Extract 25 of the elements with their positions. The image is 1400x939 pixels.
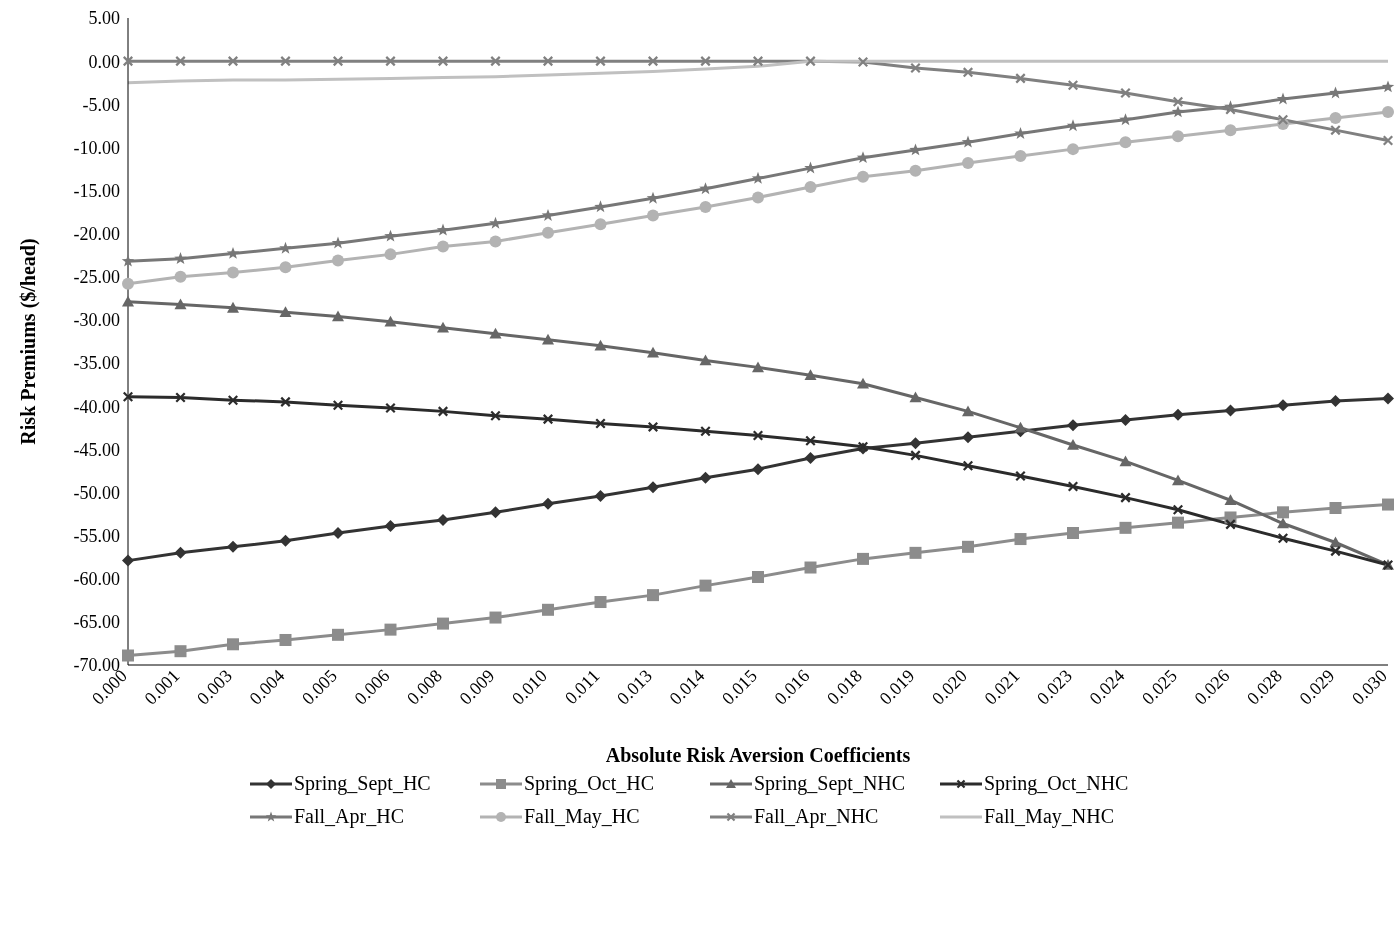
legend-label: Fall_May_NHC xyxy=(984,805,1114,828)
y-tick-label: -15.00 xyxy=(73,180,120,201)
x-axis-title: Absolute Risk Aversion Coefficients xyxy=(605,744,911,766)
y-tick-label: -35.00 xyxy=(73,353,120,374)
legend-label: Spring_Oct_HC xyxy=(524,772,654,795)
y-tick-label: 0.00 xyxy=(88,51,120,72)
legend-label: Fall_Apr_NHC xyxy=(754,805,879,828)
y-axis-title: Risk Premiums ($/head) xyxy=(17,238,41,445)
y-tick-label: -5.00 xyxy=(82,94,120,115)
legend-label: Fall_Apr_HC xyxy=(294,805,404,828)
legend-label: Fall_May_HC xyxy=(524,805,640,828)
legend-label: Spring_Sept_NHC xyxy=(754,772,906,795)
y-tick-label: -55.00 xyxy=(73,525,120,546)
y-tick-label: -60.00 xyxy=(73,569,120,590)
legend-label: Spring_Oct_NHC xyxy=(984,772,1129,795)
y-tick-label: -40.00 xyxy=(73,396,120,417)
y-tick-label: -30.00 xyxy=(73,310,120,331)
y-tick-label: -50.00 xyxy=(73,482,120,503)
y-tick-label: -20.00 xyxy=(73,224,120,245)
y-tick-label: -10.00 xyxy=(73,137,120,158)
y-tick-label: -45.00 xyxy=(73,439,120,460)
y-tick-label: -25.00 xyxy=(73,267,120,288)
legend-label: Spring_Sept_HC xyxy=(294,772,431,795)
y-tick-label: 5.00 xyxy=(88,8,120,29)
y-tick-label: -65.00 xyxy=(73,612,120,633)
